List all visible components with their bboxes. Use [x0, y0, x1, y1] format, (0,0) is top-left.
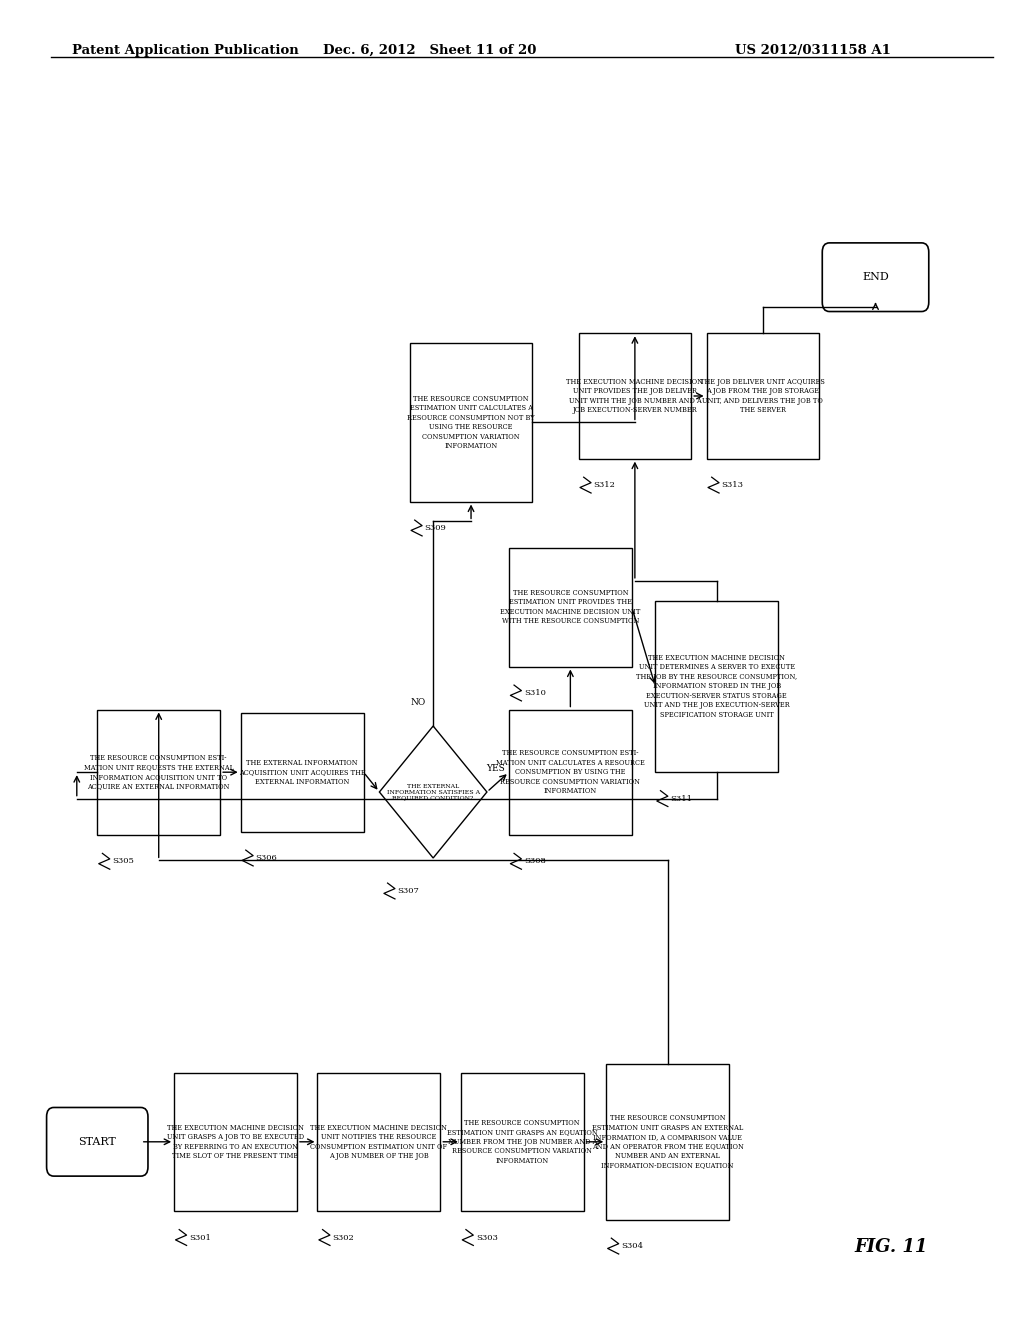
Text: S302: S302 [333, 1233, 354, 1242]
Text: US 2012/0311158 A1: US 2012/0311158 A1 [735, 44, 891, 57]
Bar [707, 334, 819, 459]
Bar [241, 713, 364, 832]
Text: S306: S306 [256, 854, 278, 862]
Text: THE RESOURCE CONSUMPTION
ESTIMATION UNIT PROVIDES THE
EXECUTION MACHINE DECISION: THE RESOURCE CONSUMPTION ESTIMATION UNIT… [500, 589, 641, 626]
Text: FIG. 11: FIG. 11 [854, 1238, 928, 1257]
Text: S303: S303 [476, 1233, 498, 1242]
Text: NO: NO [411, 698, 425, 706]
Text: THE RESOURCE CONSUMPTION
ESTIMATION UNIT GRASPS AN EQUATION
NUMBER FROM THE JOB : THE RESOURCE CONSUMPTION ESTIMATION UNIT… [446, 1119, 598, 1164]
Bar [97, 710, 220, 836]
Bar [655, 601, 778, 772]
Bar [461, 1072, 584, 1212]
Text: THE JOB DELIVER UNIT ACQUIRES
A JOB FROM THE JOB STORAGE
UNIT, AND DELIVERS THE : THE JOB DELIVER UNIT ACQUIRES A JOB FROM… [700, 378, 825, 414]
Text: THE RESOURCE CONSUMPTION ESTI-
MATION UNIT REQUESTS THE EXTERNAL
INFORMATION ACQ: THE RESOURCE CONSUMPTION ESTI- MATION UN… [84, 754, 233, 791]
Text: THE RESOURCE CONSUMPTION
ESTIMATION UNIT GRASPS AN EXTERNAL
INFORMATION ID, A CO: THE RESOURCE CONSUMPTION ESTIMATION UNIT… [592, 1114, 743, 1170]
Bar [509, 710, 632, 836]
Text: THE EXECUTION MACHINE DECISION
UNIT DETERMINES A SERVER TO EXECUTE
THE JOB BY TH: THE EXECUTION MACHINE DECISION UNIT DETE… [636, 653, 798, 719]
Text: THE EXTERNAL INFORMATION
ACQUISITION UNIT ACQUIRES THE
EXTERNAL INFORMATION: THE EXTERNAL INFORMATION ACQUISITION UNI… [239, 759, 366, 785]
Text: THE EXTERNAL
INFORMATION SATISFIES A
REQUIRED CONDITION?: THE EXTERNAL INFORMATION SATISFIES A REQ… [387, 784, 479, 800]
Text: S312: S312 [594, 480, 615, 490]
Text: START: START [79, 1137, 116, 1147]
Text: S313: S313 [722, 480, 743, 490]
Text: S310: S310 [524, 689, 546, 697]
Text: THE RESOURCE CONSUMPTION
ESTIMATION UNIT CALCULATES A
RESOURCE CONSUMPTION NOT B: THE RESOURCE CONSUMPTION ESTIMATION UNIT… [408, 395, 535, 450]
Text: END: END [862, 272, 889, 282]
Bar [410, 343, 532, 502]
Text: Dec. 6, 2012   Sheet 11 of 20: Dec. 6, 2012 Sheet 11 of 20 [324, 44, 537, 57]
Text: S311: S311 [671, 795, 692, 803]
Text: S301: S301 [189, 1233, 211, 1242]
Bar [509, 548, 632, 667]
Bar [174, 1072, 297, 1212]
Polygon shape [379, 726, 487, 858]
Text: S307: S307 [397, 887, 419, 895]
Bar [606, 1064, 729, 1220]
FancyBboxPatch shape [822, 243, 929, 312]
Text: THE EXECUTION MACHINE DECISION
UNIT NOTIFIES THE RESOURCE
CONSUMPTION ESTIMATION: THE EXECUTION MACHINE DECISION UNIT NOTI… [310, 1123, 447, 1160]
Text: S304: S304 [622, 1242, 643, 1250]
Bar [579, 334, 691, 459]
Text: THE RESOURCE CONSUMPTION ESTI-
MATION UNIT CALCULATES A RESOURCE
CONSUMPTION BY : THE RESOURCE CONSUMPTION ESTI- MATION UN… [496, 750, 645, 795]
Text: YES: YES [485, 764, 505, 772]
Text: THE EXECUTION MACHINE DECISION
UNIT GRASPS A JOB TO BE EXECUTED
BY REFERRING TO : THE EXECUTION MACHINE DECISION UNIT GRAS… [167, 1123, 304, 1160]
Text: Patent Application Publication: Patent Application Publication [72, 44, 298, 57]
Text: S308: S308 [524, 857, 546, 866]
Text: THE EXECUTION MACHINE DECISION
UNIT PROVIDES THE JOB DELIVER
UNIT WITH THE JOB N: THE EXECUTION MACHINE DECISION UNIT PROV… [566, 378, 703, 414]
Text: S309: S309 [425, 524, 446, 532]
FancyBboxPatch shape [47, 1107, 148, 1176]
Bar [317, 1072, 440, 1212]
Text: S305: S305 [113, 857, 134, 866]
